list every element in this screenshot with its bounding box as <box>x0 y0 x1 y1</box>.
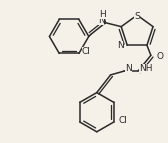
Text: NH: NH <box>139 64 153 73</box>
Text: H: H <box>99 10 106 19</box>
Text: N: N <box>125 64 132 73</box>
Text: O: O <box>157 52 164 61</box>
Text: S: S <box>134 12 140 21</box>
Text: N: N <box>118 41 124 50</box>
Text: N: N <box>98 16 104 25</box>
Text: Cl: Cl <box>82 47 91 56</box>
Text: Cl: Cl <box>119 116 128 125</box>
